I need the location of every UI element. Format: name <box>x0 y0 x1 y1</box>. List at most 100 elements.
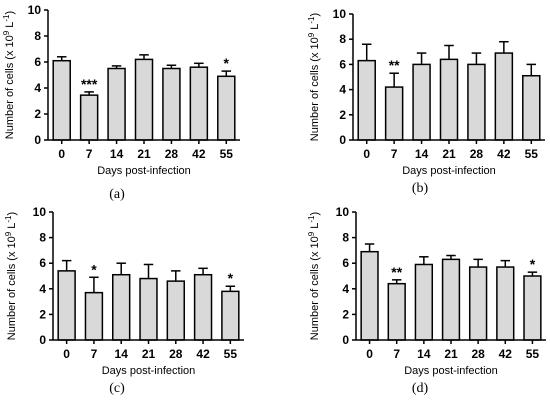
x-tick-label: 14 <box>417 347 431 361</box>
bar <box>439 58 459 141</box>
x-tick-label: 21 <box>137 147 151 161</box>
chart-panel-d: 0 ** 7 14 21 28 42 * 55 0 2 4 6 8 10 Number of cells (x… <box>307 205 546 396</box>
panel-label: (d) <box>412 381 429 396</box>
bar <box>494 52 514 141</box>
y-tick-label: 8 <box>342 231 349 245</box>
y-tick-label: 2 <box>339 108 346 122</box>
bar <box>166 280 185 341</box>
panel-label: (b) <box>412 181 429 196</box>
x-tick-label: 28 <box>165 147 179 161</box>
significance-marker: ** <box>389 57 400 73</box>
bar <box>52 59 71 141</box>
x-tick-label: 55 <box>224 347 238 361</box>
y-axis-title: Number of cells (x 109 L-1) <box>2 11 16 139</box>
panel-label: (c) <box>109 381 125 396</box>
bar <box>79 94 99 141</box>
chart-panel-a: 0 *** 7 14 21 28 42 * 55 0 2 4 6 8 10 Number of cells (… <box>2 3 240 202</box>
x-tick-label: 55 <box>526 347 540 361</box>
y-tick-label: 10 <box>333 7 347 21</box>
y-tick-label: 4 <box>39 282 46 296</box>
x-tick-label: 42 <box>497 147 511 161</box>
bar <box>217 75 236 141</box>
bar <box>57 270 76 341</box>
bar <box>360 250 379 341</box>
bar <box>384 86 404 141</box>
x-tick-label: 21 <box>444 347 458 361</box>
y-tick-label: 0 <box>342 333 349 347</box>
y-axis-title: Number of cells (x 109 L-1) <box>307 13 321 141</box>
x-tick-label: 21 <box>442 147 456 161</box>
y-tick-label: 10 <box>33 205 47 219</box>
y-tick-label: 6 <box>34 55 41 69</box>
y-tick-label: 6 <box>339 57 346 71</box>
y-tick-label: 6 <box>39 256 46 270</box>
significance-marker: ** <box>391 264 402 280</box>
x-tick-label: 14 <box>115 347 129 361</box>
x-tick-label: 28 <box>169 347 183 361</box>
x-tick-label: 7 <box>91 347 98 361</box>
x-tick-label: 42 <box>196 347 210 361</box>
x-tick-label: 42 <box>499 347 513 361</box>
significance-marker: *** <box>81 76 98 92</box>
bar <box>84 291 104 341</box>
bar <box>139 277 158 341</box>
x-tick-label: 42 <box>192 147 206 161</box>
y-tick-label: 4 <box>34 81 41 95</box>
y-tick-label: 8 <box>34 29 41 43</box>
y-tick-label: 0 <box>339 133 346 147</box>
bar <box>468 266 488 341</box>
y-tick-label: 6 <box>342 256 349 270</box>
bar <box>193 273 213 341</box>
significance-marker: * <box>530 256 536 272</box>
bar <box>522 74 541 141</box>
x-tick-label: 0 <box>366 347 373 361</box>
bar <box>412 63 431 141</box>
y-tick-label: 10 <box>336 205 350 219</box>
x-tick-label: 28 <box>471 347 485 361</box>
y-tick-label: 4 <box>342 282 349 296</box>
bar <box>496 266 515 341</box>
bar <box>523 275 542 341</box>
bar <box>414 263 434 341</box>
significance-marker: * <box>228 270 234 286</box>
y-tick-label: 10 <box>28 3 42 17</box>
bar <box>357 59 376 141</box>
y-axis-title: Number of cells (x 109 L-1) <box>4 212 18 340</box>
x-tick-label: 0 <box>363 147 370 161</box>
bar <box>162 67 181 141</box>
x-tick-label: 7 <box>391 147 398 161</box>
x-tick-label: 21 <box>142 347 156 361</box>
x-tick-label: 0 <box>63 347 70 361</box>
y-tick-label: 8 <box>39 231 46 245</box>
y-tick-label: 2 <box>34 107 41 121</box>
y-tick-label: 2 <box>39 307 46 321</box>
x-tick-label: 7 <box>393 347 400 361</box>
y-tick-label: 8 <box>339 32 346 46</box>
panel-label: (a) <box>109 187 125 202</box>
x-axis-title: Days post-infection <box>402 165 496 177</box>
x-axis-title: Days post-infection <box>97 165 191 177</box>
bar <box>189 66 209 141</box>
bar <box>387 282 406 341</box>
x-axis-title: Days post-infection <box>102 365 196 377</box>
y-tick-label: 0 <box>34 133 41 147</box>
y-tick-label: 2 <box>342 307 349 321</box>
x-tick-label: 55 <box>525 147 539 161</box>
bar <box>221 290 240 341</box>
y-axis-title: Number of cells (x 109 L-1) <box>307 212 321 340</box>
x-tick-label: 14 <box>415 147 429 161</box>
bar <box>441 258 461 341</box>
x-axis-title: Days post-infection <box>404 365 498 377</box>
bar <box>107 67 126 141</box>
significance-marker: * <box>91 261 97 277</box>
x-tick-label: 0 <box>58 147 65 161</box>
chart-panel-b: 0 ** 7 14 21 28 42 55 0 2 4 6 8 10 Number of cells (x … <box>307 7 545 196</box>
bar <box>134 58 154 141</box>
bar <box>467 63 486 141</box>
x-tick-label: 55 <box>220 147 234 161</box>
y-tick-label: 4 <box>339 83 346 97</box>
x-tick-label: 28 <box>470 147 484 161</box>
significance-marker: * <box>224 55 230 71</box>
x-tick-label: 7 <box>86 147 93 161</box>
